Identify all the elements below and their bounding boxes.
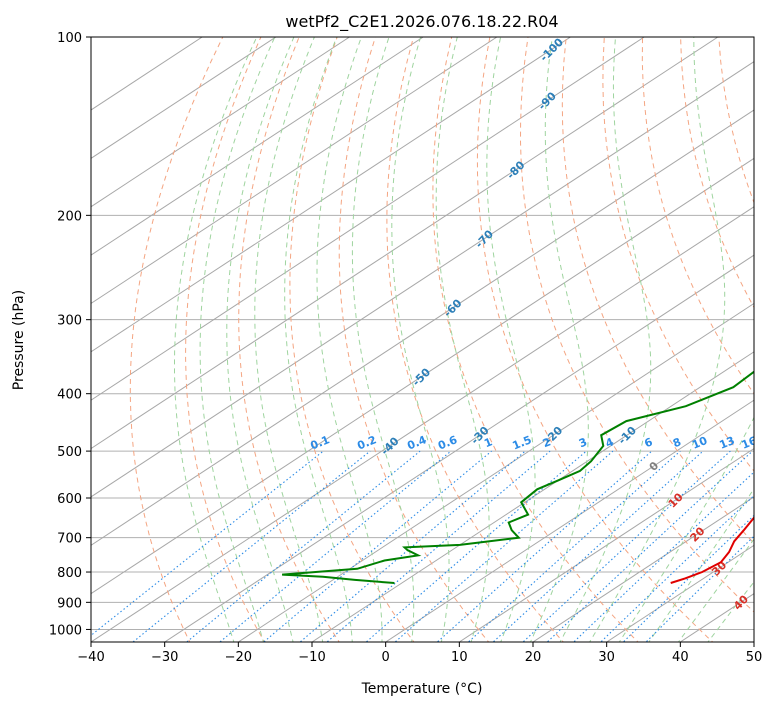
y-tick-label: 100 (57, 31, 82, 46)
y-tick-label: 900 (57, 596, 82, 611)
y-tick-label: 1000 (49, 623, 82, 638)
x-tick-label: −20 (225, 650, 252, 665)
x-tick-label: 0 (382, 650, 390, 665)
x-tick-label: 30 (598, 650, 615, 665)
x-tick-label: 50 (746, 650, 763, 665)
y-tick-label: 800 (57, 566, 82, 581)
y-tick-label: 200 (57, 209, 82, 224)
y-axis-label: Pressure (hPa) (11, 290, 27, 390)
x-tick-label: −30 (151, 650, 178, 665)
y-tick-label: 500 (57, 445, 82, 460)
y-tick-label: 300 (57, 314, 82, 329)
x-tick-label: −10 (298, 650, 325, 665)
x-axis-label: Temperature (°C) (361, 681, 483, 697)
x-tick-label: −40 (77, 650, 104, 665)
x-tick-label: 20 (525, 650, 542, 665)
y-tick-label: 700 (57, 532, 82, 547)
x-tick-label: 10 (451, 650, 468, 665)
chart-title: wetPf2_C2E1.2026.076.18.22.R04 (285, 12, 558, 32)
x-tick-label: 40 (672, 650, 689, 665)
y-tick-label: 400 (57, 388, 82, 403)
y-tick-label: 600 (57, 492, 82, 507)
